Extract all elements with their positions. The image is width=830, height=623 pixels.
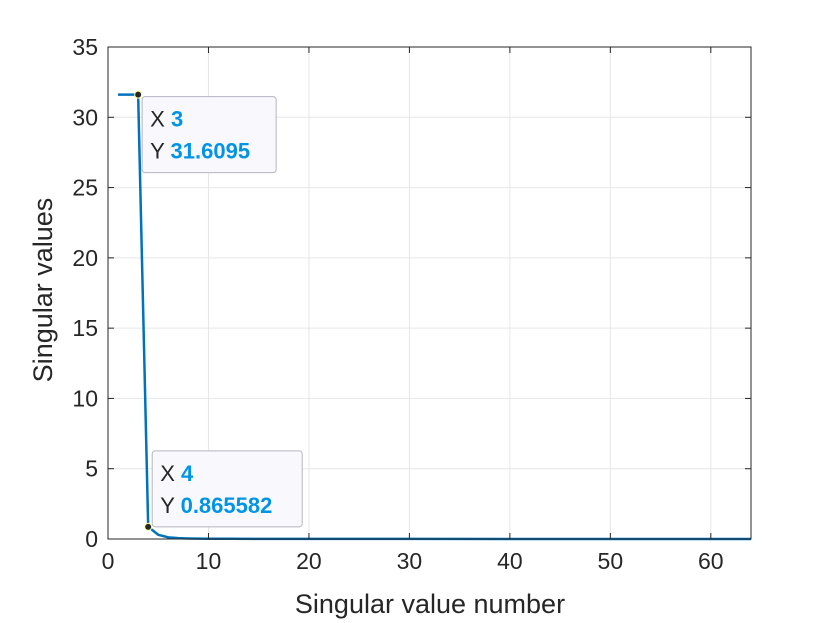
datatip-y-label: Y [160, 493, 180, 518]
x-tick-label: 0 [102, 548, 115, 574]
x-axis-label: Singular value number [295, 589, 565, 619]
ticks-layer: 0 10 20 30 40 50 60 0 5 10 15 20 25 30 35 [72, 34, 751, 574]
x-tick-label: 30 [397, 548, 423, 574]
x-tick-label: 20 [296, 548, 322, 574]
x-tick-label: 40 [497, 548, 523, 574]
y-tick-label: 15 [72, 315, 98, 341]
y-tick-label: 10 [72, 385, 98, 411]
y-tick-label: 0 [85, 526, 98, 552]
datatip-x-row: X 3 [150, 107, 183, 132]
datatip-x-row: X 4 [160, 461, 194, 486]
datatip-y-row: Y 31.6095 [150, 139, 250, 164]
axes-box [107, 46, 752, 540]
datatip-y-row: Y 0.865582 [160, 493, 272, 518]
datatip-box[interactable] [141, 96, 277, 174]
y-tick-label: 25 [72, 175, 98, 201]
datatip-x-value: 4 [181, 461, 194, 486]
datatip-x-label: X [160, 461, 181, 486]
datatip-x-value: 3 [171, 107, 183, 132]
axes-frame [107, 46, 752, 540]
datatip-marker[interactable] [144, 522, 153, 531]
datatip-y-value: 31.6095 [171, 139, 251, 164]
x-tick-label: 60 [698, 548, 724, 574]
y-tick-label: 35 [72, 34, 98, 60]
datatip-marker[interactable] [134, 90, 143, 99]
datatip-box[interactable] [151, 450, 303, 528]
y-tick-label: 20 [72, 245, 98, 271]
datatip-y-label: Y [150, 139, 170, 164]
datatip-x-label: X [150, 107, 171, 132]
x-tick-label: 50 [598, 548, 624, 574]
datatip-y-value: 0.865582 [181, 493, 273, 518]
x-tick-label: 10 [196, 548, 222, 574]
y-tick-label: 5 [85, 456, 98, 482]
datatip[interactable]: X 3Y 31.6095 [134, 90, 277, 174]
y-tick-label: 30 [72, 104, 98, 130]
y-axis-label: Singular values [28, 198, 58, 383]
datatip[interactable]: X 4Y 0.865582 [144, 450, 303, 531]
